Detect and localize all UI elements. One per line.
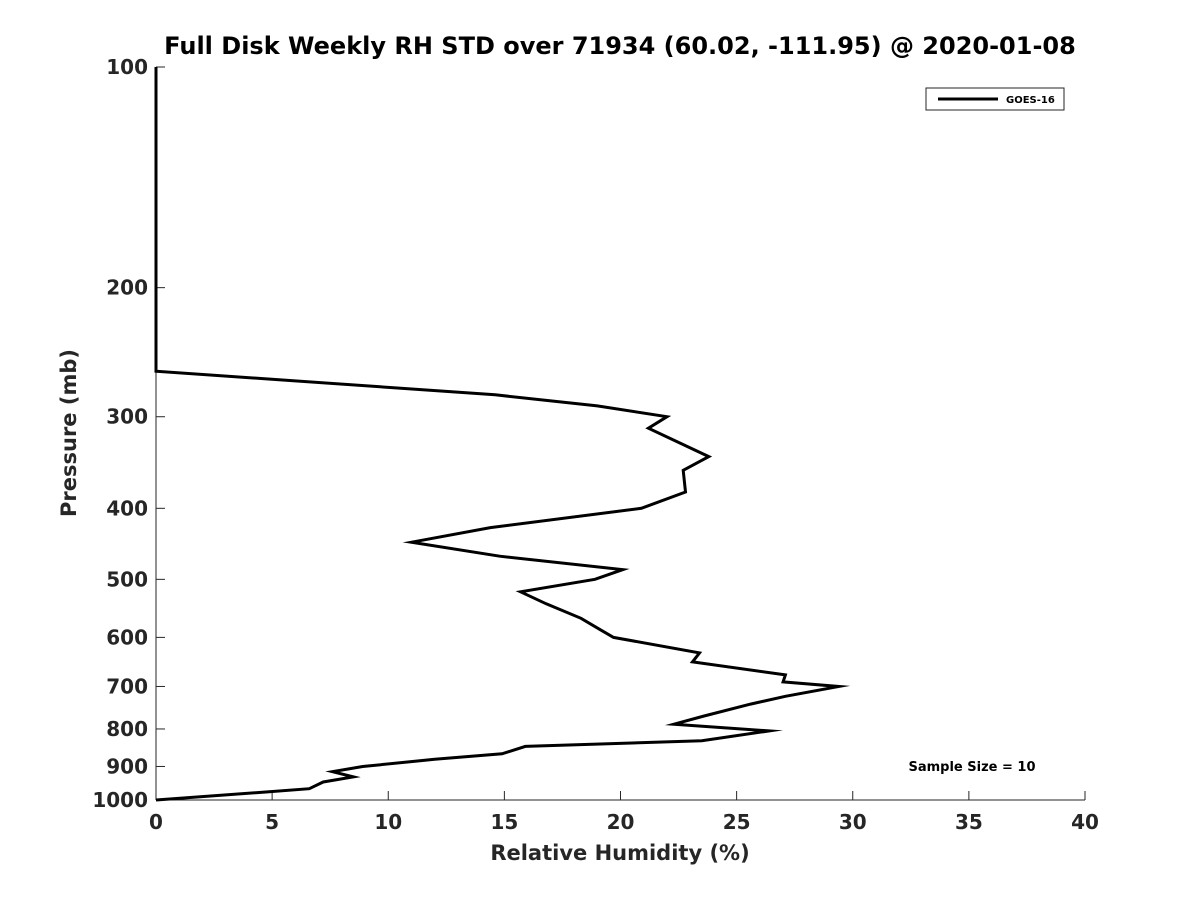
sample-size-annotation: Sample Size = 10 bbox=[908, 760, 1035, 775]
y-tick-label: 400 bbox=[106, 496, 148, 520]
x-tick-label: 40 bbox=[1071, 810, 1099, 834]
x-tick-label: 25 bbox=[723, 810, 751, 834]
y-tick-label: 300 bbox=[106, 405, 148, 429]
series-line-goes-16 bbox=[154, 67, 851, 802]
y-tick-label: 800 bbox=[106, 717, 148, 741]
x-tick-label: 0 bbox=[149, 810, 163, 834]
axis-ticks: 0 5 10 15 20 25 30 35 40 100 200 300 400 500 600 700 800… bbox=[92, 55, 1099, 834]
chart-title: Full Disk Weekly RH STD over 71934 (60.0… bbox=[164, 32, 1076, 60]
legend: GOES-16 bbox=[925, 87, 1065, 111]
y-tick-label: 1000 bbox=[92, 788, 148, 812]
x-tick-label: 10 bbox=[374, 810, 402, 834]
plot-axes bbox=[155, 67, 1085, 801]
x-tick-label: 30 bbox=[839, 810, 867, 834]
x-axis-label: Relative Humidity (%) bbox=[490, 841, 749, 865]
series-layer bbox=[154, 67, 851, 802]
y-tick-label: 200 bbox=[106, 276, 148, 300]
x-tick-label: 5 bbox=[265, 810, 279, 834]
x-tick-label: 20 bbox=[607, 810, 635, 834]
y-tick-label: 700 bbox=[106, 674, 148, 698]
y-tick-label: 500 bbox=[106, 567, 148, 591]
x-tick-label: 35 bbox=[955, 810, 983, 834]
y-tick-label: 600 bbox=[106, 625, 148, 649]
y-axis-label: Pressure (mb) bbox=[57, 349, 81, 517]
x-tick-label: 15 bbox=[490, 810, 518, 834]
y-tick-label: 100 bbox=[106, 55, 148, 79]
legend-label-goes16: GOES-16 bbox=[1006, 95, 1055, 106]
y-tick-label: 900 bbox=[106, 754, 148, 778]
